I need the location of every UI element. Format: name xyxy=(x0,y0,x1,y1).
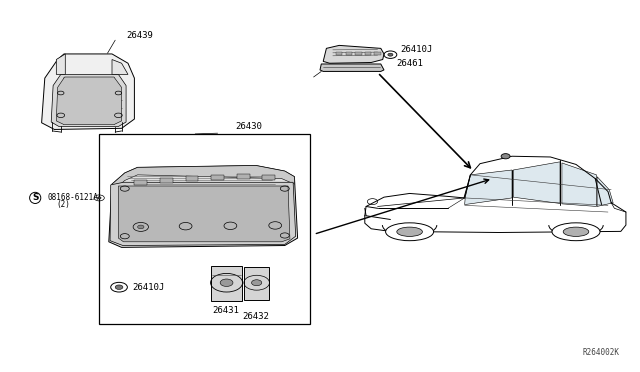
Bar xyxy=(186,176,198,181)
Polygon shape xyxy=(56,77,122,125)
Polygon shape xyxy=(56,54,65,74)
Ellipse shape xyxy=(252,280,262,286)
Polygon shape xyxy=(244,267,269,300)
Text: 26461: 26461 xyxy=(397,59,424,68)
Text: 08168-6121A: 08168-6121A xyxy=(48,193,99,202)
Ellipse shape xyxy=(388,53,393,56)
Ellipse shape xyxy=(385,223,434,241)
Ellipse shape xyxy=(552,223,600,241)
Bar xyxy=(134,180,147,185)
Text: 26439: 26439 xyxy=(126,31,153,40)
Bar xyxy=(336,52,342,55)
Polygon shape xyxy=(323,45,384,63)
Text: (2): (2) xyxy=(56,200,70,209)
Bar xyxy=(211,175,224,180)
Text: 26410J: 26410J xyxy=(132,283,164,292)
Ellipse shape xyxy=(501,154,510,159)
Polygon shape xyxy=(597,177,613,206)
Polygon shape xyxy=(513,162,560,203)
Text: 26431: 26431 xyxy=(212,306,239,315)
Bar xyxy=(160,178,173,183)
Ellipse shape xyxy=(115,285,123,289)
Bar xyxy=(99,134,310,324)
Bar xyxy=(365,52,371,55)
Polygon shape xyxy=(118,186,290,242)
Text: 26432: 26432 xyxy=(242,312,269,321)
Bar xyxy=(237,174,250,179)
Text: R264002K: R264002K xyxy=(582,348,620,357)
Ellipse shape xyxy=(563,227,589,237)
Polygon shape xyxy=(112,60,128,74)
Ellipse shape xyxy=(97,197,101,199)
Polygon shape xyxy=(465,170,512,205)
Ellipse shape xyxy=(138,225,144,229)
Polygon shape xyxy=(42,54,134,129)
Bar xyxy=(262,175,275,180)
Bar xyxy=(355,52,362,55)
Bar xyxy=(374,52,381,55)
Polygon shape xyxy=(211,266,242,301)
Ellipse shape xyxy=(220,279,233,286)
Text: 26410J: 26410J xyxy=(400,45,432,54)
Polygon shape xyxy=(51,74,126,126)
Bar xyxy=(346,52,352,55)
Ellipse shape xyxy=(397,227,422,237)
Polygon shape xyxy=(562,163,596,206)
Text: 26430: 26430 xyxy=(235,122,262,131)
Polygon shape xyxy=(109,166,298,247)
Polygon shape xyxy=(112,166,294,192)
Text: S: S xyxy=(32,193,38,202)
Polygon shape xyxy=(320,64,384,71)
Polygon shape xyxy=(110,182,296,246)
